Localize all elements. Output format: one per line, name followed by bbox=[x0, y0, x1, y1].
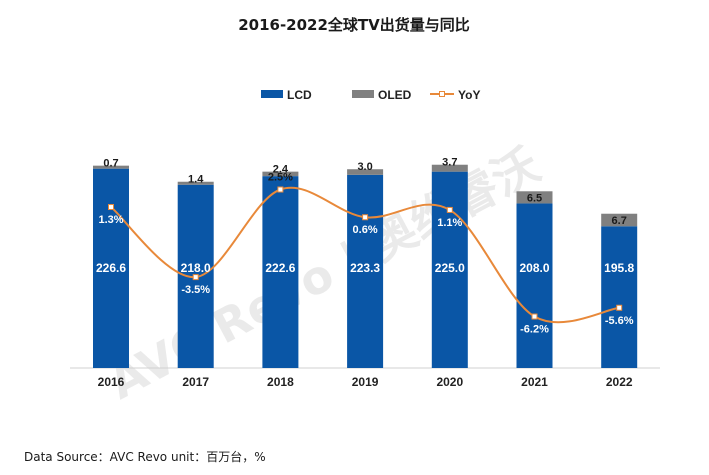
tick-label-2017: 2017 bbox=[182, 375, 209, 389]
yoy-marker-2022 bbox=[616, 304, 623, 311]
label-yoy-2016: 1.3% bbox=[98, 214, 123, 226]
bar-oled-2017 bbox=[177, 181, 214, 185]
legend-label-oled: OLED bbox=[378, 88, 412, 102]
bars bbox=[93, 164, 638, 368]
label-yoy-2021: -6.2% bbox=[520, 324, 549, 336]
chart-title: 2016-2022全球TV出货量与同比 bbox=[238, 16, 470, 34]
label-oled-2018: 2.4 bbox=[273, 164, 289, 176]
label-lcd-2021: 208.0 bbox=[519, 261, 549, 275]
bar-lcd-2021 bbox=[516, 203, 553, 368]
yoy-marker-2018 bbox=[277, 186, 284, 193]
yoy-line-layer bbox=[108, 186, 623, 324]
tick-label-2016: 2016 bbox=[98, 375, 125, 389]
label-oled-2022: 6.7 bbox=[612, 215, 627, 227]
bar-oled-2018 bbox=[262, 171, 299, 177]
tick-label-2018: 2018 bbox=[267, 375, 294, 389]
yoy-marker-2017 bbox=[192, 274, 199, 281]
label-oled-2020: 3.7 bbox=[442, 157, 457, 169]
label-lcd-2019: 223.3 bbox=[350, 261, 380, 275]
label-lcd-2017: 218.0 bbox=[181, 261, 211, 275]
bar-oled-2016 bbox=[93, 165, 129, 169]
legend-swatch-yoy-marker bbox=[439, 91, 445, 97]
label-oled-2019: 3.0 bbox=[357, 161, 372, 173]
x-axis-ticks: 2016 2017 2018 2019 2020 2021 2022 bbox=[98, 375, 633, 389]
bar-lcd-2022 bbox=[601, 226, 638, 368]
label-yoy-2017: -3.5% bbox=[181, 284, 210, 296]
yoy-marker-2020 bbox=[446, 206, 453, 213]
bar-oled-2019 bbox=[347, 169, 384, 175]
bar-oled-2022 bbox=[601, 213, 638, 227]
legend-label-yoy: YoY bbox=[458, 88, 480, 102]
tick-label-2019: 2019 bbox=[352, 375, 379, 389]
label-oled-2016: 0.7 bbox=[103, 158, 118, 170]
data-source-note: Data Source：AVC Revo unit：百万台，% bbox=[24, 450, 266, 464]
bar-lcd-2018 bbox=[262, 176, 299, 368]
label-lcd-2022: 195.8 bbox=[604, 261, 634, 275]
label-yoy-2022: -5.6% bbox=[605, 315, 634, 327]
label-yoy-2019: 0.6% bbox=[353, 224, 378, 236]
label-lcd-2018: 222.6 bbox=[265, 261, 295, 275]
bar-lcd-2019 bbox=[347, 174, 384, 368]
bar-oled-2020 bbox=[431, 164, 468, 172]
legend: LCD OLED YoY bbox=[261, 88, 480, 102]
legend-swatch-lcd bbox=[261, 90, 283, 98]
bar-oled-2021 bbox=[516, 191, 553, 204]
tick-label-2022: 2022 bbox=[606, 375, 633, 389]
tick-label-2021: 2021 bbox=[521, 375, 548, 389]
watermark-text: AVC Revo | 奥维睿沃 bbox=[100, 137, 549, 410]
yoy-marker-2021 bbox=[531, 313, 538, 320]
bar-lcd-2016 bbox=[93, 168, 129, 368]
yoy-marker-2016 bbox=[108, 204, 114, 211]
label-yoy-2020: 1.1% bbox=[437, 217, 462, 229]
legend-swatch-oled bbox=[352, 90, 374, 98]
watermark: AVC Revo | 奥维睿沃 bbox=[100, 137, 549, 410]
data-labels: 226.6 0.7 218.0 1.4 222.6 2.4 223.3 3.0 225.0 3.7… bbox=[96, 157, 635, 336]
legend-label-lcd: LCD bbox=[287, 88, 312, 102]
tick-label-2020: 2020 bbox=[436, 375, 463, 389]
label-oled-2021: 6.5 bbox=[527, 192, 542, 204]
label-yoy-2018: 2.5% bbox=[268, 172, 293, 184]
yoy-marker-2019 bbox=[362, 214, 369, 221]
label-lcd-2020: 225.0 bbox=[435, 261, 465, 275]
label-lcd-2016: 226.6 bbox=[96, 261, 126, 275]
label-oled-2017: 1.4 bbox=[188, 174, 204, 186]
